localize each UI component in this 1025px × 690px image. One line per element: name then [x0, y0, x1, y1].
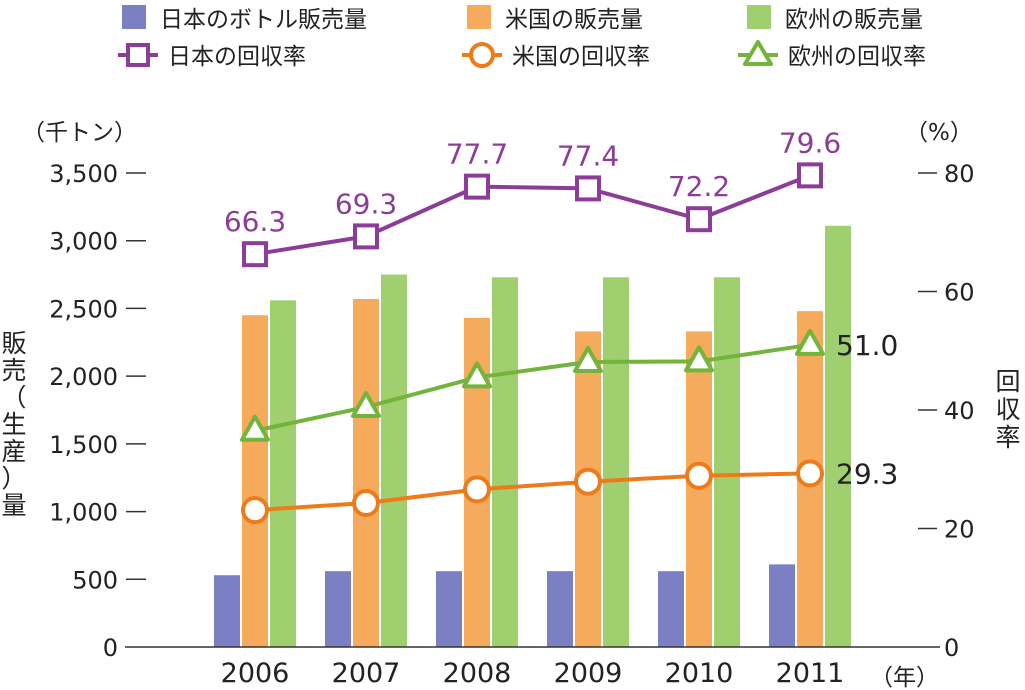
- left-tick-label: 2,000: [49, 363, 118, 391]
- end-label-eu-rate: 51.0: [836, 329, 898, 362]
- axis-title-char: （: [1, 383, 26, 412]
- bar-us-sales: [242, 315, 268, 647]
- marker-eu-rate: [462, 361, 492, 389]
- left-tick-label: 3,000: [49, 228, 118, 256]
- x-tick-label: 2010: [665, 658, 734, 689]
- data-label-japan-rate: 69.3: [335, 187, 397, 220]
- marker-japan-rate: [686, 206, 712, 233]
- bar-eu-sales: [603, 277, 629, 647]
- left-axis-unit: （千トン）: [22, 120, 137, 146]
- axis-title-char: 量: [1, 491, 26, 520]
- bar-japan-sales: [769, 564, 795, 647]
- bar-eu-sales: [492, 277, 518, 647]
- rate-lines: [240, 162, 825, 525]
- x-tick-label: 2008: [443, 658, 512, 689]
- marker-us-rate: [463, 475, 491, 504]
- legend-label-us-sales: 米国の販売量: [505, 7, 643, 33]
- axis-title-char: ）: [1, 464, 26, 493]
- marker-us-rate: [685, 461, 713, 490]
- bars: [214, 225, 851, 647]
- bar-us-sales: [353, 298, 379, 647]
- end-label-us-rate: 29.3: [836, 457, 898, 490]
- bar-eu-sales: [270, 300, 296, 647]
- legend-label-eu-rate: 欧州の回収率: [788, 44, 926, 70]
- marker-us-rate: [352, 489, 380, 518]
- left-tick-label: 1,000: [49, 499, 118, 527]
- legend-swatch-eu-sales: [747, 5, 771, 29]
- marker-eu-rate: [573, 346, 603, 374]
- axis-title-char: 販: [1, 329, 26, 358]
- right-tick-label: 0: [944, 634, 959, 662]
- data-label-japan-rate: 72.2: [668, 170, 730, 203]
- axis-title-char: 率: [995, 423, 1020, 452]
- axis-title-char: 収: [995, 395, 1020, 424]
- left-axis-title: 販売（生産）量: [1, 329, 26, 520]
- legend-marker-eu-rate: [738, 40, 778, 66]
- bar-japan-sales: [436, 571, 462, 647]
- bar-eu-sales: [714, 277, 740, 647]
- marker-eu-rate: [240, 414, 270, 442]
- marker-japan-rate: [575, 175, 601, 202]
- data-label-japan-rate: 77.4: [557, 139, 619, 172]
- legend-label-japan-sales: 日本のボトル販売量: [160, 7, 367, 33]
- legend-marker-us-rate: [462, 42, 502, 68]
- marker-eu-rate: [351, 391, 381, 419]
- bar-eu-sales: [381, 274, 407, 647]
- legend-marker-japan-rate: [118, 43, 158, 67]
- marker-japan-rate: [797, 162, 823, 189]
- x-axis-unit: （年）: [870, 665, 939, 690]
- data-labels: 66.3 69.3 77.7 77.4 72.2 79.6 29.3 51.0: [224, 126, 899, 490]
- marker-us-rate: [241, 496, 269, 525]
- right-tick-label: 60: [944, 279, 975, 307]
- left-axis-ticks: 0 500 1,000 1,500 2,000 2,500 3,000 3,500: [49, 160, 146, 662]
- axis-title-char: 売: [1, 356, 26, 385]
- x-tick-label: 2007: [332, 658, 401, 689]
- marker-us-rate: [574, 467, 602, 496]
- data-label-japan-rate: 66.3: [224, 205, 286, 238]
- right-axis-title: 回収率: [995, 367, 1020, 452]
- legend-swatch-japan-sales: [122, 5, 146, 29]
- left-tick-label: 0: [103, 634, 118, 662]
- legend: 日本のボトル販売量 米国の販売量 欧州の販売量 日本の回収率 米国の回収率 欧州…: [118, 5, 926, 70]
- line-japan-rate: [254, 173, 811, 257]
- axis-title-char: 生: [1, 410, 26, 439]
- marker-japan-rate: [353, 223, 379, 250]
- left-tick-label: 500: [72, 566, 118, 594]
- bar-japan-sales: [547, 571, 573, 647]
- axis-title-char: 回: [995, 367, 1020, 396]
- line-us-rate: [254, 471, 811, 513]
- right-tick-label: 20: [944, 516, 975, 544]
- marker-eu-rate: [684, 345, 714, 373]
- bar-japan-sales: [325, 571, 351, 647]
- axis-title-char: 産: [1, 437, 26, 466]
- right-tick-label: 40: [944, 397, 975, 425]
- marker-eu-rate: [795, 328, 825, 356]
- legend-label-eu-sales: 欧州の販売量: [785, 7, 923, 33]
- x-tick-label: 2006: [221, 658, 290, 689]
- x-tick-label: 2009: [554, 658, 623, 689]
- bar-japan-sales: [658, 571, 684, 647]
- marker-japan-rate: [242, 241, 268, 268]
- legend-label-japan-rate: 日本の回収率: [168, 44, 306, 70]
- line-eu-rate: [254, 342, 811, 433]
- data-label-japan-rate: 79.6: [779, 126, 841, 159]
- x-tick-label: 2011: [776, 658, 845, 689]
- legend-swatch-us-sales: [467, 5, 491, 29]
- x-axis-ticks: 2006 2007 2008 2009 2010 2011: [221, 658, 845, 689]
- bar-japan-sales: [214, 575, 240, 647]
- legend-label-us-rate: 米国の回収率: [512, 44, 650, 70]
- data-label-japan-rate: 77.7: [446, 138, 508, 171]
- left-tick-label: 1,500: [49, 431, 118, 459]
- bar-eu-sales: [825, 225, 851, 647]
- right-axis-unit: （%）: [905, 120, 973, 146]
- left-tick-label: 2,500: [49, 295, 118, 323]
- marker-japan-rate: [464, 173, 490, 200]
- right-axis-ticks: 0 20 40 60 80: [918, 160, 975, 662]
- right-tick-label: 80: [944, 160, 975, 188]
- left-tick-label: 3,500: [49, 160, 118, 188]
- marker-us-rate: [796, 459, 824, 488]
